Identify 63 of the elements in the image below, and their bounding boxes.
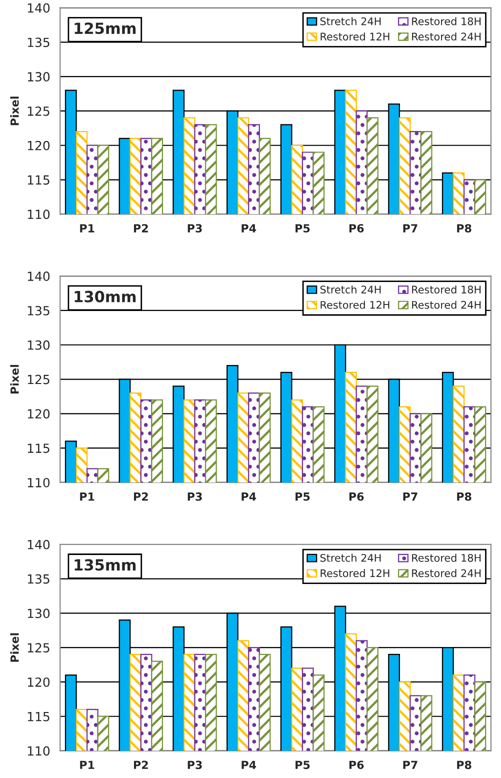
x-tick-label: P5	[296, 224, 310, 232]
x-tick-label: P7	[403, 492, 418, 501]
legend-label: Restored 24H	[412, 32, 481, 41]
y-tick-label: 135	[28, 38, 50, 48]
x-tick-label: P6	[349, 492, 364, 501]
legend-label: Stretch 24H	[320, 17, 381, 26]
y-tick-label: 110	[28, 746, 50, 756]
y-tick-label: 130	[28, 72, 50, 82]
x-tick-label: P1	[80, 760, 94, 769]
x-tick-label: P4	[242, 224, 256, 232]
y-tick-label: 140	[28, 3, 50, 13]
x-tick-label: P3	[188, 760, 202, 770]
x-tick-label: P4	[242, 492, 256, 501]
legend-label: Restored 18H	[412, 285, 481, 294]
legend-label: Restored 12H	[320, 569, 390, 578]
y-tick-label: 115	[28, 712, 50, 722]
x-tick-label: P2	[134, 492, 148, 501]
legend-label: Stretch 24H	[320, 285, 381, 294]
y-axis-title: Pixel	[10, 633, 19, 662]
legend-label: Restored 18H	[412, 554, 481, 562]
text: 135mm	[74, 559, 136, 571]
text: 125mm	[74, 22, 136, 34]
x-tick-label: P2	[134, 760, 148, 769]
x-tick-label: P8	[457, 492, 472, 501]
y-tick-label: 140	[28, 540, 50, 550]
x-tick-label: P7	[403, 760, 418, 769]
y-tick-label: 125	[28, 643, 50, 653]
y-tick-label: 130	[28, 340, 50, 350]
x-tick-label: P1	[80, 492, 94, 501]
x-tick-label: P7	[403, 224, 418, 232]
y-tick-label: 110	[28, 478, 50, 488]
x-tick-label: P6	[349, 224, 364, 232]
x-tick-label: P5	[296, 760, 310, 770]
legend-label: Restored 18H	[412, 17, 481, 26]
x-tick-label: P5	[296, 492, 310, 501]
y-tick-label: 110	[28, 210, 50, 220]
x-tick-label: P2	[134, 224, 148, 232]
legend-label: Stretch 24H	[320, 554, 381, 562]
y-tick-label: 130	[28, 608, 50, 618]
y-tick-label: 125	[28, 106, 50, 116]
x-tick-label: P4	[242, 760, 256, 769]
y-tick-label: 120	[28, 140, 50, 150]
y-tick-label: 135	[28, 574, 50, 584]
x-tick-label: P6	[349, 760, 364, 770]
text: 130mm	[74, 290, 136, 302]
y-axis-title: Pixel	[10, 364, 19, 394]
x-tick-label: P8	[457, 760, 472, 770]
x-tick-label: P1	[80, 224, 94, 232]
legend-label: Restored 24H	[412, 300, 481, 309]
y-tick-label: 120	[28, 409, 50, 419]
x-tick-label: P3	[188, 224, 202, 232]
y-tick-label: 120	[28, 677, 50, 687]
legend-label: Restored 12H	[320, 32, 390, 41]
y-tick-label: 115	[28, 444, 50, 453]
y-tick-label: 115	[28, 175, 50, 185]
x-tick-label: P8	[457, 224, 472, 232]
y-tick-label: 140	[28, 272, 50, 282]
x-tick-label: P3	[188, 492, 202, 501]
y-tick-label: 135	[28, 306, 50, 316]
legend-label: Restored 24H	[412, 569, 481, 578]
y-tick-label: 125	[28, 374, 50, 384]
y-axis-title: Pixel	[10, 96, 19, 126]
legend-label: Restored 12H	[320, 300, 390, 309]
